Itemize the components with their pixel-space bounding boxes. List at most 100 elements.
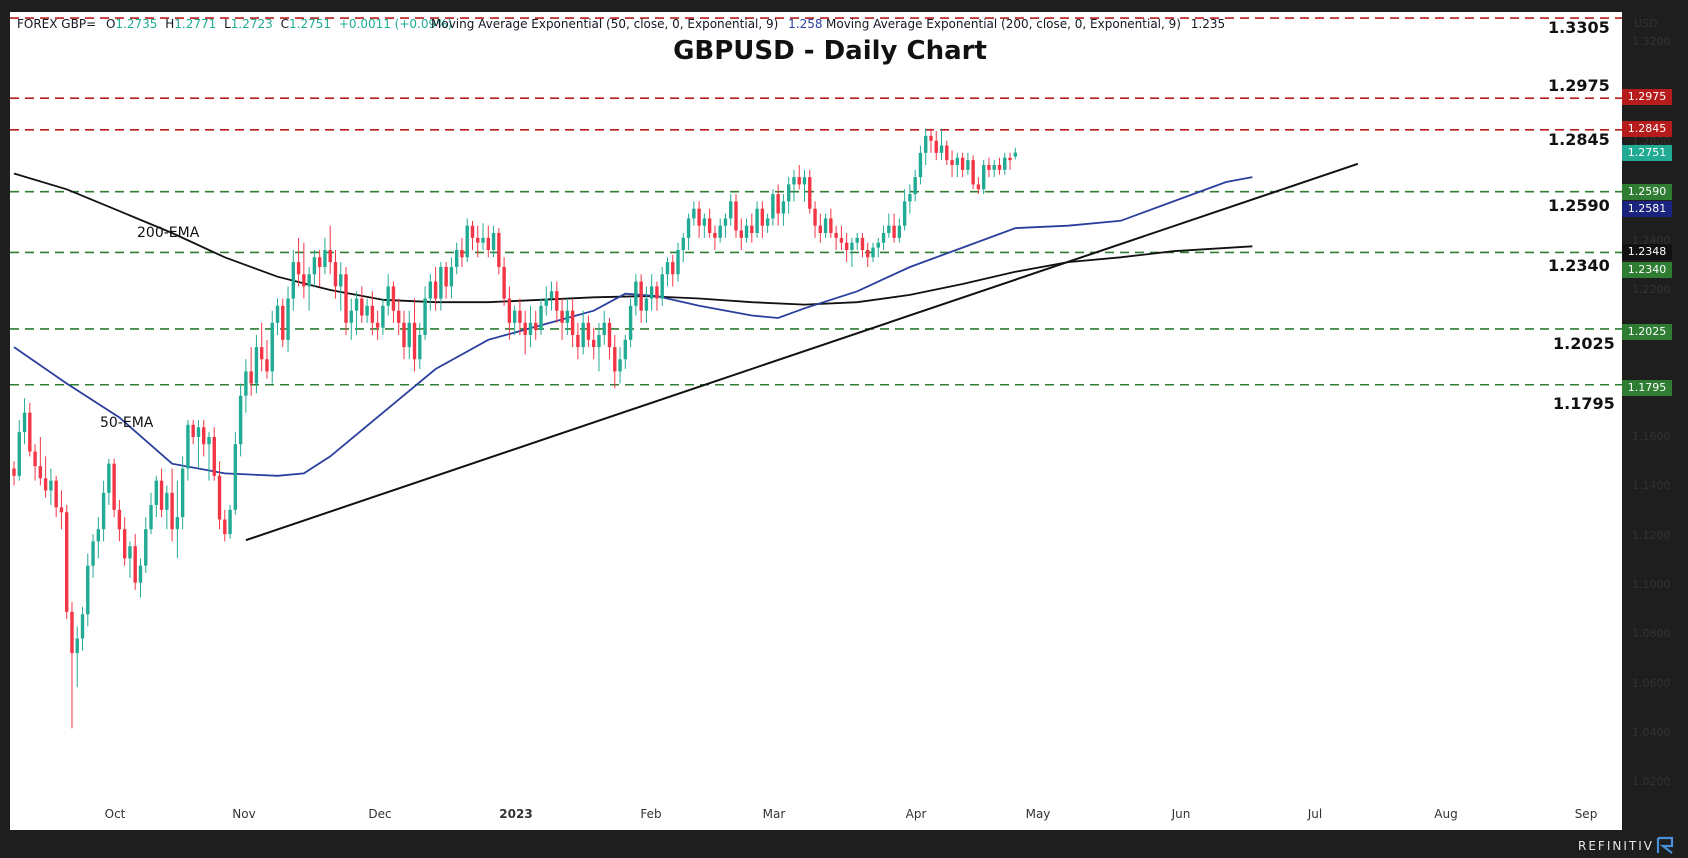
candle-body [439, 266, 443, 299]
candle [618, 347, 622, 384]
ema200-legend[interactable]: Moving Average Exponential (200, close, … [826, 17, 1225, 31]
candle-body [776, 194, 780, 214]
candle [950, 150, 954, 178]
ema200-layer [13, 172, 1253, 306]
candle [992, 160, 996, 178]
candle [449, 257, 454, 299]
candle [296, 237, 301, 287]
candle-body [70, 611, 74, 654]
candle-body [291, 262, 296, 299]
ema50-annotation: 50-EMA [100, 415, 154, 431]
candle [344, 266, 348, 335]
candle-body [534, 322, 538, 331]
candle-body [555, 291, 559, 311]
y-tick: 1.1600 [1632, 430, 1671, 443]
candle [702, 213, 707, 238]
brand-logo-text: REFINITIV [1578, 839, 1654, 853]
candle [881, 225, 886, 250]
candle [644, 286, 649, 323]
candle [80, 606, 85, 651]
candle [365, 298, 369, 323]
level-label-12340: 1.2340 [1548, 256, 1610, 275]
candle-body [512, 310, 517, 323]
candle-body [781, 201, 786, 214]
y-tick: 1.0200 [1632, 775, 1671, 788]
candle [902, 189, 907, 231]
candles-layer [12, 128, 1017, 729]
candle-body [149, 504, 153, 530]
candle-body [729, 201, 733, 219]
candle-body [997, 164, 1002, 170]
candle [212, 427, 216, 481]
tag-12025: 1.2025 [1622, 324, 1672, 340]
ema50-legend[interactable]: Moving Average Exponential (50, close, 0… [431, 17, 823, 31]
candle-body [755, 208, 759, 233]
header-symbol-ohlc: FOREX GBP= O1.2735 H1.2771 L1.2723 C1.27… [17, 17, 452, 31]
rising-trendline [245, 162, 1359, 542]
candle-body [317, 257, 322, 267]
candle-body [713, 232, 717, 238]
candle-body [818, 225, 823, 233]
candle [191, 419, 195, 445]
candle [686, 213, 691, 250]
candle-body [692, 208, 696, 219]
candle [12, 461, 16, 486]
candle [444, 262, 448, 299]
y-tick: 1.2800 [1632, 135, 1671, 148]
candle-body [375, 322, 380, 328]
candle [586, 315, 591, 348]
candle-body [808, 177, 812, 209]
candle-body [987, 164, 991, 170]
candle [876, 237, 880, 258]
candle [128, 541, 132, 578]
candle-body [871, 247, 875, 258]
candle [823, 213, 828, 238]
candle-body [323, 249, 327, 267]
candle [976, 177, 981, 195]
plot-area[interactable] [10, 12, 1622, 830]
candle-body [86, 565, 90, 615]
y-tick: 1.2200 [1632, 283, 1671, 296]
candle [850, 237, 854, 267]
candle-body [186, 424, 190, 469]
candle [70, 602, 74, 729]
candle [476, 225, 480, 258]
candle [570, 298, 575, 348]
candle-body [428, 281, 433, 299]
candle [486, 225, 490, 258]
candle [602, 310, 606, 345]
candle-body [454, 249, 459, 267]
chart-title: GBPUSD - Daily Chart [673, 36, 987, 66]
candle [939, 128, 944, 161]
candle-body [592, 339, 596, 348]
candle-body [739, 230, 743, 238]
candle-body [760, 208, 765, 226]
candle-body [750, 225, 754, 233]
candle [628, 298, 633, 348]
candle [887, 213, 891, 238]
candle [676, 242, 680, 282]
candle-body [771, 194, 775, 219]
candle-body [180, 468, 185, 518]
candle-body [128, 546, 132, 559]
candle-body [238, 395, 243, 445]
candle [623, 334, 628, 369]
candle [707, 208, 712, 238]
candle [697, 201, 701, 238]
candle [539, 298, 543, 335]
y-tick: 1.1200 [1632, 529, 1671, 542]
candle [734, 194, 738, 238]
candle-body [249, 371, 253, 384]
candle-body [855, 237, 859, 243]
candle [481, 223, 485, 250]
candle-body [449, 266, 454, 287]
candle [375, 310, 380, 340]
candle-body [607, 322, 612, 348]
candle-body [649, 286, 654, 299]
candle-body [981, 164, 986, 190]
candle [866, 242, 870, 267]
candle [428, 274, 433, 311]
candle-body [850, 242, 854, 250]
candle-body [581, 322, 585, 348]
